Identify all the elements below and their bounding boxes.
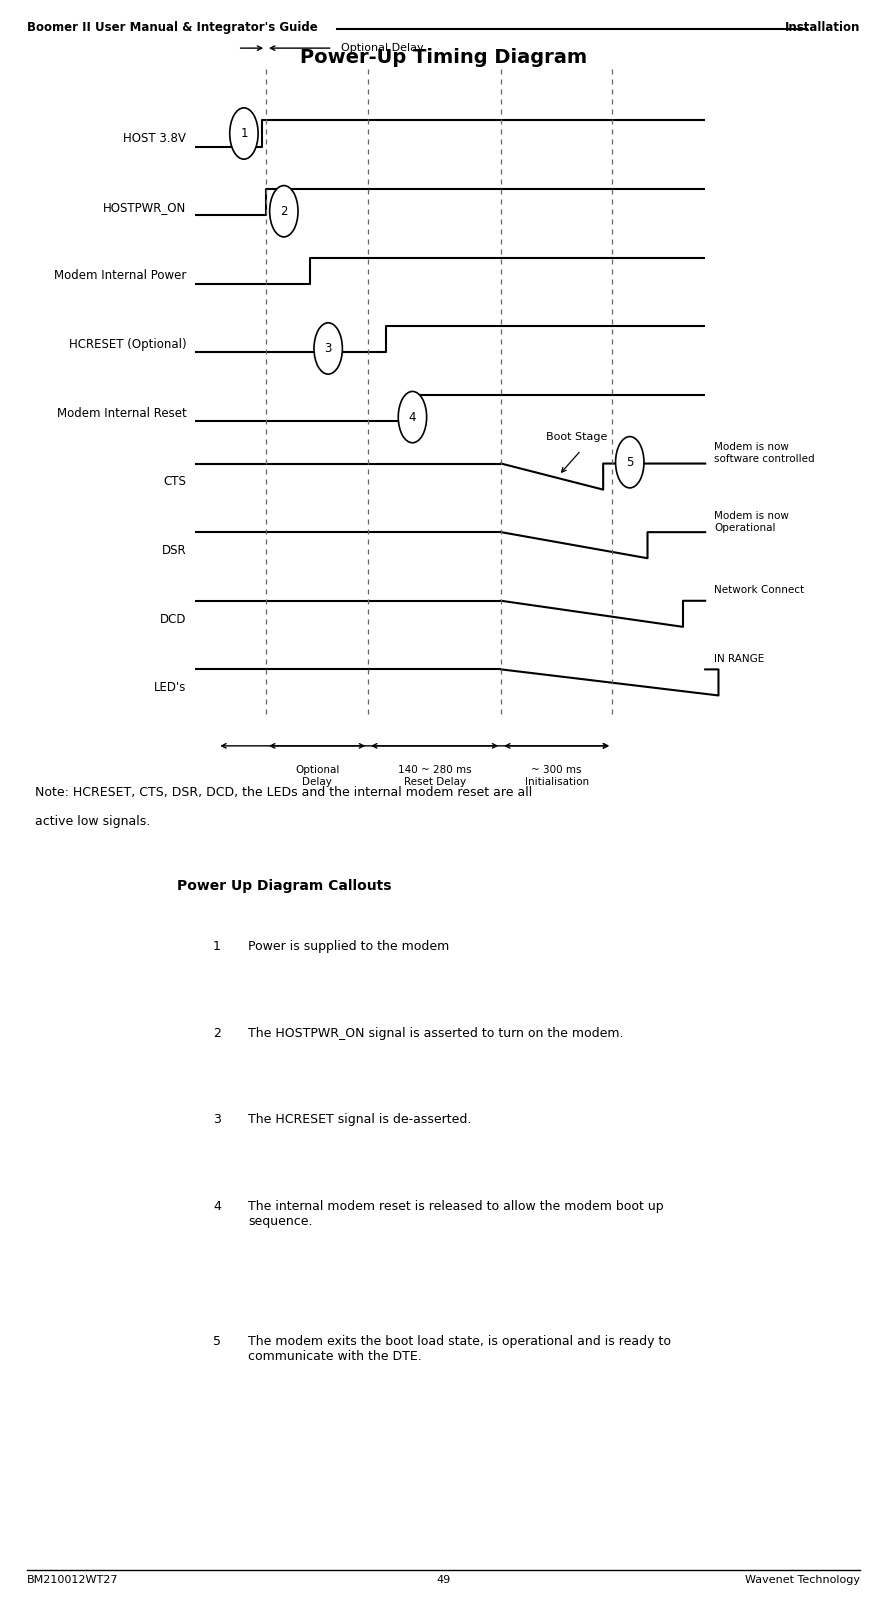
Text: 4: 4 [213,1200,221,1213]
Text: The HOSTPWR_ON signal is asserted to turn on the modem.: The HOSTPWR_ON signal is asserted to tur… [248,1027,623,1039]
Text: CTS: CTS [163,475,186,488]
Text: ~ 300 ms
Initialisation: ~ 300 ms Initialisation [524,765,588,786]
Text: LED's: LED's [154,682,186,695]
Circle shape [229,107,258,159]
Text: Power-Up Timing Diagram: Power-Up Timing Diagram [299,48,587,67]
Text: Boot Stage: Boot Stage [545,433,607,443]
Text: 4: 4 [408,411,416,423]
Text: HOST 3.8V: HOST 3.8V [123,132,186,146]
Text: Modem Internal Power: Modem Internal Power [54,269,186,282]
Circle shape [615,436,643,488]
Text: Boomer II User Manual & Integrator's Guide: Boomer II User Manual & Integrator's Gui… [27,21,317,34]
Text: BM210012WT27: BM210012WT27 [27,1575,118,1585]
Text: active low signals.: active low signals. [35,815,151,828]
Text: HCRESET (Optional): HCRESET (Optional) [68,338,186,351]
Text: IN RANGE: IN RANGE [713,654,764,664]
Text: 1: 1 [213,940,221,953]
Text: The modem exits the boot load state, is operational and is ready to
communicate : The modem exits the boot load state, is … [248,1335,671,1362]
Text: Installation: Installation [784,21,859,34]
Text: Optional
Delay: Optional Delay [294,765,339,786]
Text: Modem is now
software controlled: Modem is now software controlled [713,443,813,464]
Text: Power Up Diagram Callouts: Power Up Diagram Callouts [177,879,392,893]
Text: 5: 5 [213,1335,221,1347]
Circle shape [398,391,426,443]
Text: Power is supplied to the modem: Power is supplied to the modem [248,940,449,953]
Text: 2: 2 [213,1027,221,1039]
Text: 5: 5 [626,456,633,468]
Text: 140 ~ 280 ms
Reset Delay: 140 ~ 280 ms Reset Delay [397,765,471,786]
Circle shape [314,322,342,374]
Text: Optional Delay: Optional Delay [341,43,424,53]
Text: Wavenet Technology: Wavenet Technology [744,1575,859,1585]
Text: The internal modem reset is released to allow the modem boot up
sequence.: The internal modem reset is released to … [248,1200,664,1227]
Text: DSR: DSR [161,544,186,557]
Text: Modem is now
Operational: Modem is now Operational [713,512,788,533]
Text: 1: 1 [240,127,247,140]
Text: The HCRESET signal is de-asserted.: The HCRESET signal is de-asserted. [248,1113,471,1126]
Text: HOSTPWR_ON: HOSTPWR_ON [103,200,186,213]
Text: Network Connect: Network Connect [713,585,804,595]
Circle shape [269,186,298,237]
Text: 2: 2 [280,205,287,218]
Text: 49: 49 [436,1575,450,1585]
Text: Modem Internal Reset: Modem Internal Reset [57,407,186,420]
Text: 3: 3 [324,342,331,354]
Text: 3: 3 [213,1113,221,1126]
Text: DCD: DCD [159,613,186,626]
Text: Note: HCRESET, CTS, DSR, DCD, the LEDs and the internal modem reset are all: Note: HCRESET, CTS, DSR, DCD, the LEDs a… [35,786,532,799]
